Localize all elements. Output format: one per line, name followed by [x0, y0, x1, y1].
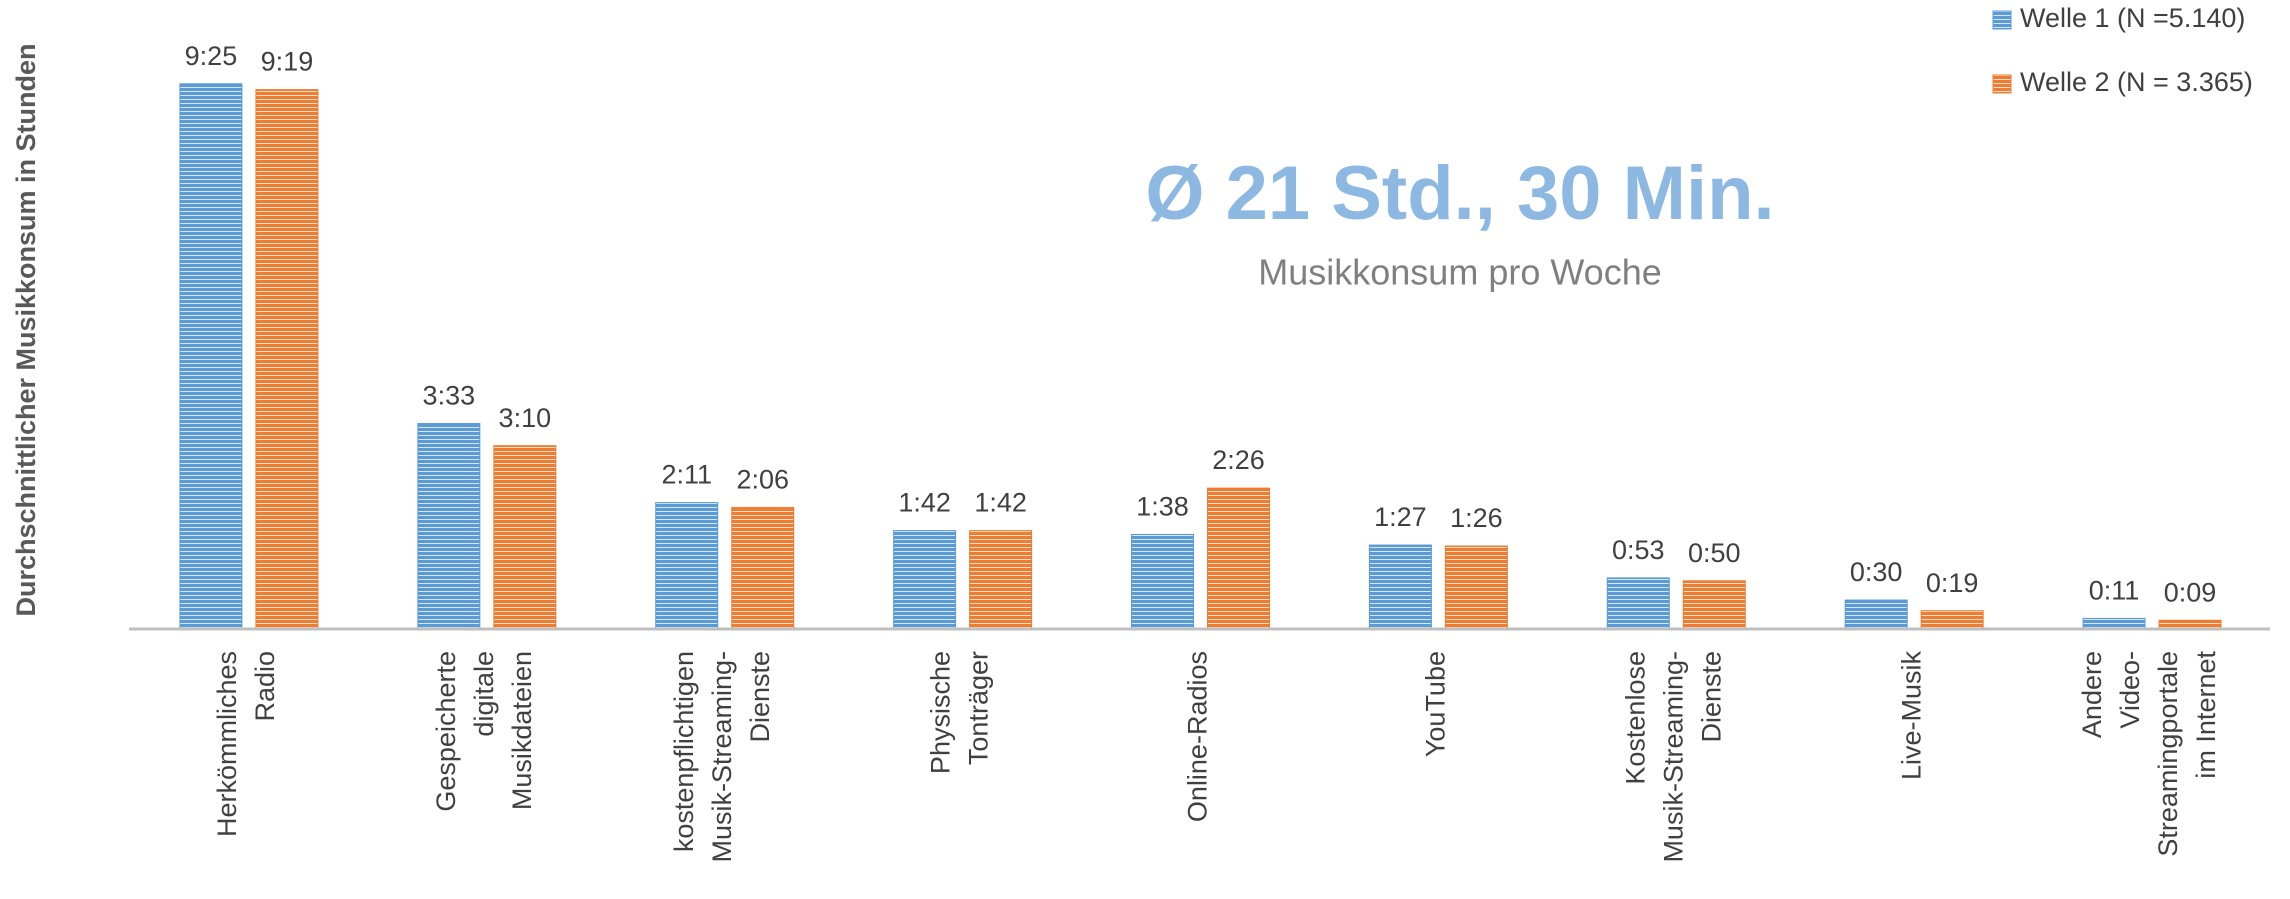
x-tick-label: Physische — [926, 651, 956, 774]
x-tick-label: Musik-Streaming- — [707, 651, 737, 863]
bar — [2082, 617, 2146, 630]
x-tick-label: digitale — [469, 651, 499, 737]
data-label: 2:26 — [1212, 445, 1265, 475]
bar — [493, 445, 557, 630]
data-label: 0:50 — [1688, 538, 1741, 568]
data-label: 0:19 — [1926, 568, 1979, 598]
bar — [1131, 533, 1194, 630]
bar — [1606, 577, 1670, 630]
bar — [1682, 580, 1746, 630]
bar — [1844, 599, 1908, 630]
x-tick-label: Gespeicherte — [431, 651, 461, 812]
x-tick-label: Musik-Streaming- — [1658, 651, 1688, 863]
x-tick-label: Musikdateien — [507, 651, 537, 810]
x-tick-label: kostenpflichtigen — [669, 651, 699, 852]
x-tick-label: Video- — [2115, 651, 2145, 729]
bar — [969, 530, 1033, 630]
x-tick-label: Andere — [2077, 651, 2107, 738]
data-label: 9:25 — [185, 41, 238, 71]
data-label: 9:19 — [261, 47, 314, 77]
y-axis-label: Durchschnittlicher Musikkonsum in Stunde… — [11, 43, 41, 616]
data-label: 1:42 — [898, 488, 951, 518]
x-tick-label: Dienste — [1696, 651, 1726, 743]
bar — [1368, 544, 1432, 630]
x-tick-label: Dienste — [745, 651, 775, 743]
x-tick-label: Herkömmliches — [212, 651, 242, 837]
data-label: 0:53 — [1612, 535, 1665, 565]
data-label: 0:11 — [2089, 576, 2140, 606]
chart-title: Ø 21 Std., 30 Min. — [1145, 151, 1774, 236]
bar — [179, 83, 243, 630]
bar — [1920, 610, 1984, 630]
x-tick-label: Streamingportale — [2153, 651, 2183, 857]
x-tick-label: Kostenlose — [1620, 651, 1650, 785]
chart-subtitle: Musikkonsum pro Woche — [1258, 252, 1662, 293]
x-tick-label: YouTube — [1421, 651, 1451, 757]
data-label: 1:26 — [1450, 503, 1503, 533]
data-label: 2:11 — [661, 460, 712, 490]
legend-label: Welle 2 (N = 3.365) — [2020, 67, 2253, 97]
legend-label: Welle 1 (N =5.140) — [2020, 3, 2245, 33]
legend-swatch — [1992, 10, 2012, 30]
legend-swatch — [1992, 74, 2012, 94]
data-label: 2:06 — [736, 465, 789, 495]
bar — [255, 89, 319, 630]
bar — [893, 530, 957, 630]
data-label: 1:42 — [974, 488, 1027, 518]
bar — [417, 422, 481, 630]
x-tick-label: Radio — [250, 651, 280, 722]
data-label: 1:27 — [1374, 502, 1427, 532]
bar — [655, 502, 719, 630]
bar — [731, 506, 795, 630]
bar — [1207, 487, 1270, 630]
x-tick-label: Tonträger — [964, 651, 994, 765]
x-tick-label: Live-Musik — [1896, 651, 1926, 781]
bar — [1444, 545, 1508, 630]
data-label: 0:30 — [1850, 557, 1903, 587]
data-label: 0:09 — [2164, 577, 2217, 607]
data-label: 3:33 — [423, 381, 476, 411]
x-tick-label: im Internet — [2191, 651, 2221, 779]
data-label: 1:38 — [1136, 492, 1189, 522]
x-tick-label: Online-Radios — [1183, 651, 1213, 822]
data-label: 3:10 — [499, 403, 552, 433]
